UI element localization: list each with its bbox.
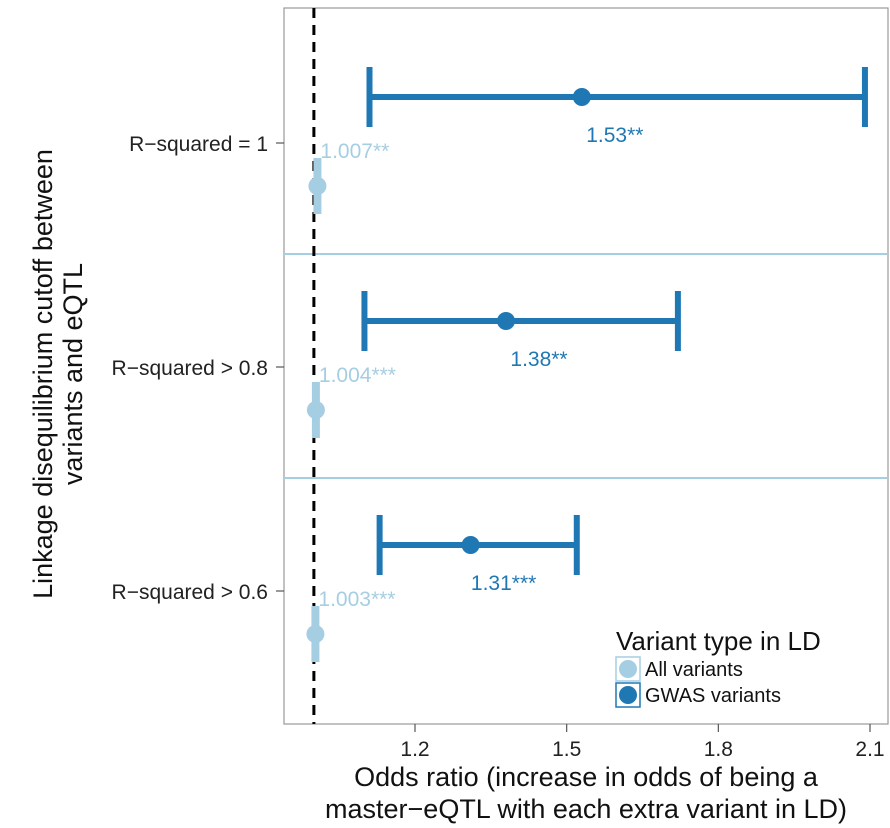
gwas-variants-ci-2 xyxy=(376,515,580,575)
legend: Variant type in LD All variants GWAS var… xyxy=(615,626,821,708)
x-axis-title-line2: master−eQTL with each extra variant in L… xyxy=(325,794,847,824)
gwas-variants-label: 1.38** xyxy=(510,348,567,371)
data-labels: 1.007** 1.004*** 1.003*** 1.53** 1.38** 1.31*… xyxy=(318,124,643,611)
legend-label-gwas-variants: GWAS variants xyxy=(645,685,781,707)
y-axis-title-line2: variants and eQTL xyxy=(58,263,88,485)
x-axis-title-line1: Odds ratio (increase in odds of being a xyxy=(354,762,819,792)
x-tick-label: 1.2 xyxy=(400,738,429,761)
point-estimate xyxy=(308,177,327,195)
point-estimate xyxy=(497,312,515,330)
y-axis-title-line1: Linkage disequilibrium cutoff between xyxy=(28,149,58,599)
y-tick-label-r2-06: R−squared > 0.6 xyxy=(112,581,268,604)
point-estimate xyxy=(306,625,325,643)
gwas-variants-label: 1.53** xyxy=(586,124,643,147)
point-estimate xyxy=(306,401,325,419)
all-variants-ci-0 xyxy=(308,158,327,214)
all-variants-label: 1.003*** xyxy=(318,588,395,611)
all-variants-ci-2 xyxy=(306,606,325,662)
legend-label-all-variants: All variants xyxy=(645,659,743,681)
y-tick-label-r2-08: R−squared > 0.8 xyxy=(112,357,268,380)
x-tick-label: 1.8 xyxy=(704,738,733,761)
point-estimate xyxy=(461,536,480,554)
all-variants-label: 1.007** xyxy=(320,140,389,163)
gwas-variants-ci-1 xyxy=(361,291,681,351)
y-axis-title: Linkage disequilibrium cutoff between va… xyxy=(28,149,88,599)
all-variants-label: 1.004*** xyxy=(319,364,396,387)
gwas-variants-label: 1.31*** xyxy=(471,572,536,595)
y-tick-label-r2-1: R−squared = 1 xyxy=(129,133,268,156)
legend-key-all-variants-icon xyxy=(619,660,637,678)
plot-panel xyxy=(283,7,889,725)
confidence-intervals xyxy=(306,67,868,662)
legend-title: Variant type in LD xyxy=(616,626,821,656)
point-estimate xyxy=(572,88,591,106)
all-variants-ci-1 xyxy=(306,382,325,438)
x-axis: 1.2 1.5 1.8 2.1 xyxy=(400,724,885,761)
x-tick-label: 1.5 xyxy=(552,738,581,761)
legend-key-gwas-variants-icon xyxy=(619,686,637,704)
gwas-variants-ci-0 xyxy=(366,67,868,127)
x-tick-label: 2.1 xyxy=(855,738,884,761)
